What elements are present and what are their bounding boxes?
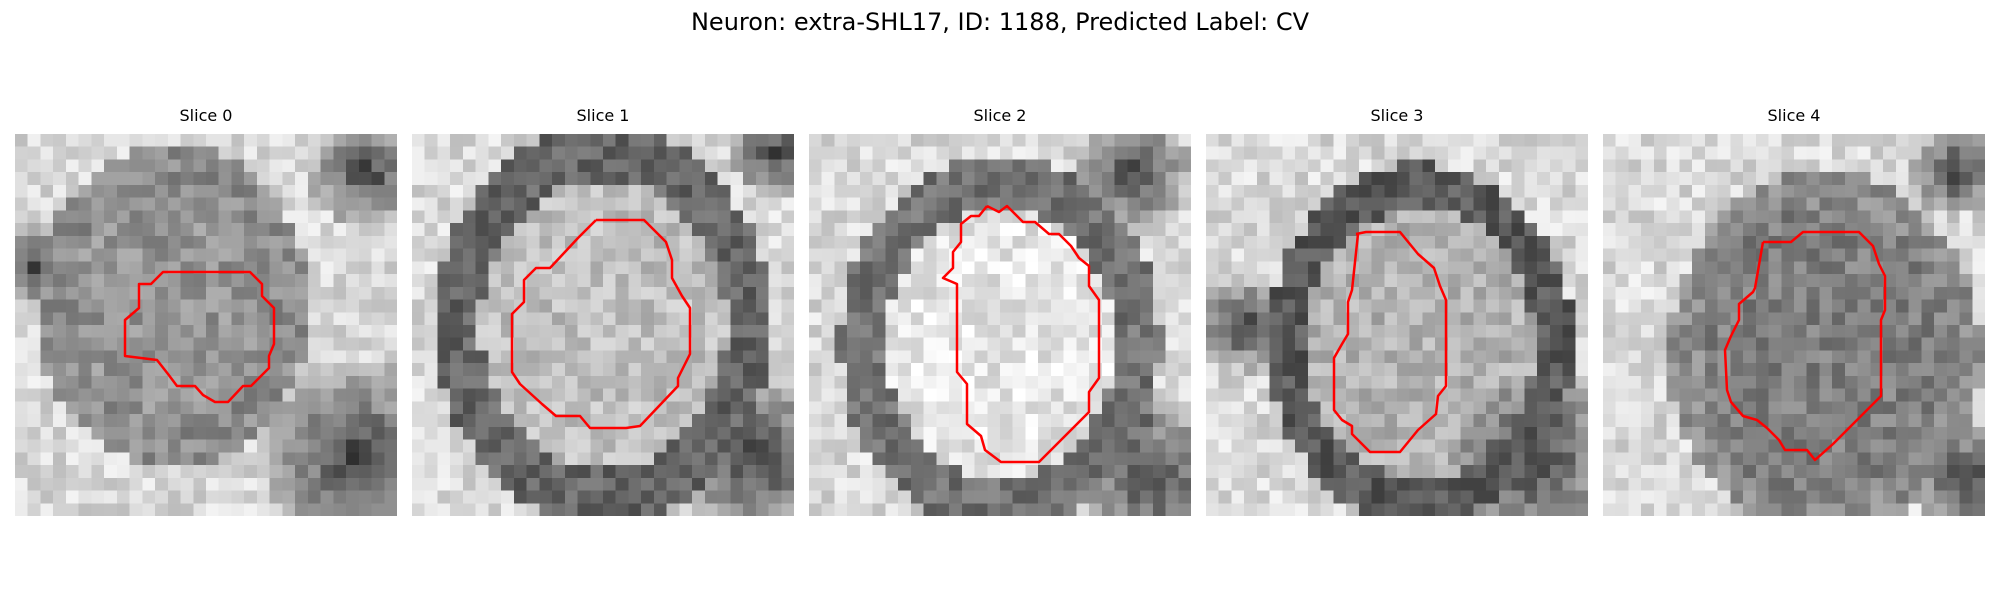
slice-title: Slice 1 [576, 106, 630, 125]
slice-image-frame [809, 134, 1191, 516]
microscopy-image [412, 134, 794, 516]
segmentation-contour [941, 204, 1101, 464]
slice-image-frame [412, 134, 794, 516]
contour-line [1332, 230, 1448, 454]
microscopy-image [15, 134, 397, 516]
microscopy-image [1603, 134, 1985, 516]
figure-title: Neuron: extra-SHL17, ID: 1188, Predicted… [690, 8, 1310, 36]
segmentation-contour [1332, 230, 1448, 454]
contour-line [1723, 230, 1887, 462]
slice-title: Slice 2 [973, 106, 1027, 125]
contour-line [941, 204, 1101, 464]
slice-title: Slice 4 [1767, 106, 1821, 125]
slice-title: Slice 0 [179, 106, 233, 125]
slice-panel-3: Slice 3 [1206, 106, 1588, 516]
slice-title: Slice 3 [1370, 106, 1424, 125]
segmentation-contour [510, 218, 692, 430]
slice-panel-1: Slice 1 [412, 106, 794, 516]
slice-image-frame [15, 134, 397, 516]
slice-panel-0: Slice 0 [15, 106, 397, 516]
slice-image-frame [1206, 134, 1588, 516]
slice-image-frame [1603, 134, 1985, 516]
segmentation-contour [123, 270, 276, 404]
microscopy-image [809, 134, 1191, 516]
contour-line [123, 270, 276, 404]
contour-line [510, 218, 692, 430]
segmentation-contour [1723, 230, 1887, 462]
slice-panel-4: Slice 4 [1603, 106, 1985, 516]
slice-panel-2: Slice 2 [809, 106, 1191, 516]
